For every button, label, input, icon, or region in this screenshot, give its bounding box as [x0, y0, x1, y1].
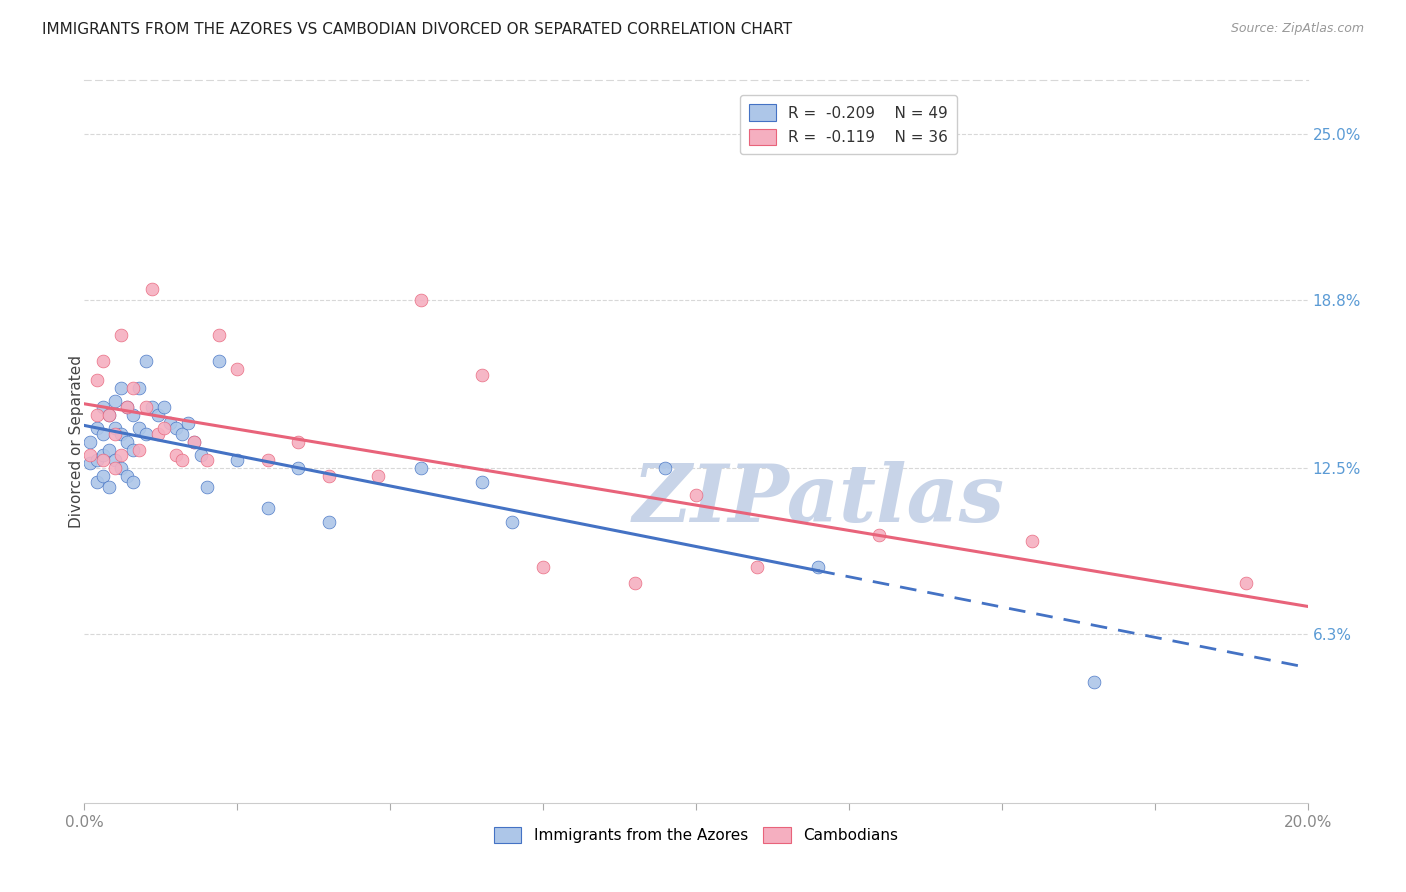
Point	[172, 453, 194, 467]
Point	[128, 381, 150, 395]
Point	[104, 426, 127, 441]
Point	[165, 448, 187, 462]
Point	[135, 354, 157, 368]
Point	[502, 515, 524, 529]
Point	[86, 421, 108, 435]
Point	[183, 434, 205, 449]
Point	[208, 354, 231, 368]
Point	[86, 408, 108, 422]
Point	[409, 461, 432, 475]
Point	[122, 442, 145, 457]
Point	[654, 461, 676, 475]
Point	[86, 373, 108, 387]
Point	[86, 475, 108, 489]
Point	[91, 448, 114, 462]
Point	[208, 327, 231, 342]
Point	[104, 453, 127, 467]
Point	[122, 475, 145, 489]
Point	[195, 453, 218, 467]
Point	[115, 400, 138, 414]
Point	[97, 408, 120, 422]
Point	[110, 381, 132, 395]
Point	[135, 400, 157, 414]
Point	[128, 442, 150, 457]
Point	[409, 293, 432, 307]
Text: ZIPatlas: ZIPatlas	[633, 460, 1004, 538]
Text: Source: ZipAtlas.com: Source: ZipAtlas.com	[1230, 22, 1364, 36]
Point	[869, 528, 891, 542]
Point	[91, 453, 114, 467]
Point	[531, 560, 554, 574]
Point	[153, 400, 176, 414]
Point	[110, 426, 132, 441]
Point	[1021, 533, 1043, 548]
Point	[287, 434, 309, 449]
Point	[172, 426, 194, 441]
Point	[97, 408, 120, 422]
Point	[471, 475, 494, 489]
Point	[115, 400, 138, 414]
Point	[79, 456, 101, 470]
Point	[807, 560, 830, 574]
Point	[165, 421, 187, 435]
Point	[122, 408, 145, 422]
Point	[97, 442, 120, 457]
Point	[104, 394, 127, 409]
Point	[257, 453, 280, 467]
Point	[91, 426, 114, 441]
Point	[115, 434, 138, 449]
Point	[79, 434, 101, 449]
Point	[115, 469, 138, 483]
Point	[146, 408, 169, 422]
Point	[91, 354, 114, 368]
Point	[141, 282, 163, 296]
Point	[318, 515, 340, 529]
Point	[141, 400, 163, 414]
Point	[190, 448, 212, 462]
Point	[110, 327, 132, 342]
Point	[1236, 576, 1258, 591]
Point	[685, 488, 707, 502]
Point	[226, 362, 249, 376]
Point	[747, 560, 769, 574]
Text: IMMIGRANTS FROM THE AZORES VS CAMBODIAN DIVORCED OR SEPARATED CORRELATION CHART: IMMIGRANTS FROM THE AZORES VS CAMBODIAN …	[42, 22, 793, 37]
Point	[104, 421, 127, 435]
Point	[624, 576, 647, 591]
Point	[153, 421, 176, 435]
Point	[318, 469, 340, 483]
Point	[86, 453, 108, 467]
Point	[104, 461, 127, 475]
Point	[287, 461, 309, 475]
Point	[79, 448, 101, 462]
Point	[367, 469, 389, 483]
Point	[177, 416, 200, 430]
Point	[226, 453, 249, 467]
Point	[91, 469, 114, 483]
Point	[159, 416, 181, 430]
Point	[146, 426, 169, 441]
Point	[183, 434, 205, 449]
Y-axis label: Divorced or Separated: Divorced or Separated	[69, 355, 83, 528]
Point	[471, 368, 494, 382]
Point	[1083, 675, 1105, 690]
Point	[97, 480, 120, 494]
Point	[135, 426, 157, 441]
Point	[128, 421, 150, 435]
Point	[110, 448, 132, 462]
Point	[122, 381, 145, 395]
Legend: Immigrants from the Azores, Cambodians: Immigrants from the Azores, Cambodians	[488, 821, 904, 849]
Point	[195, 480, 218, 494]
Point	[257, 501, 280, 516]
Point	[91, 400, 114, 414]
Point	[110, 461, 132, 475]
